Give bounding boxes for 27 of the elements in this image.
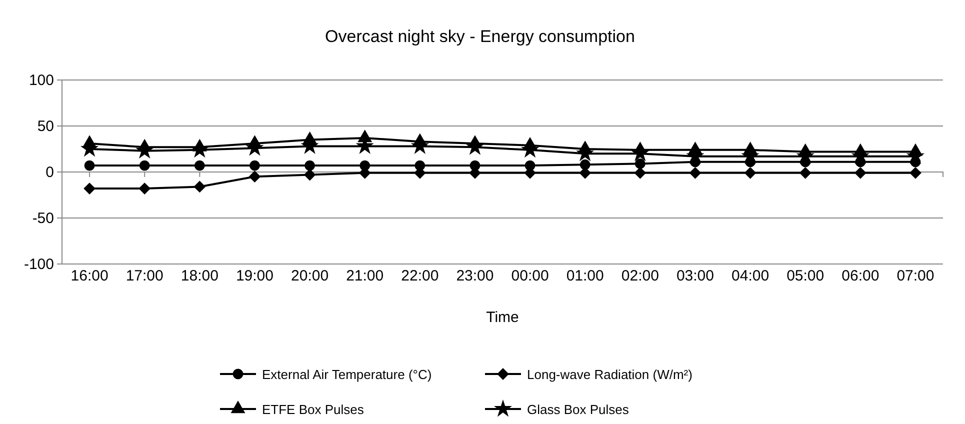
y-tick-label: 0 <box>46 164 54 181</box>
legend-label: Long-wave Radiation (W/m²) <box>527 367 692 382</box>
x-tick-label: 02:00 <box>621 268 659 284</box>
chart-title: Overcast night sky - Energy consumption <box>325 27 635 46</box>
legend-label: ETFE Box Pulses <box>262 402 364 417</box>
y-tick-label: 100 <box>28 72 54 89</box>
x-axis-title: Time <box>486 309 519 326</box>
y-tick-label: -50 <box>32 210 54 227</box>
x-tick-label: 22:00 <box>401 268 439 284</box>
x-tick-label: 21:00 <box>346 268 384 284</box>
x-tick-label: 04:00 <box>732 268 770 284</box>
y-tick-label: -100 <box>24 256 54 273</box>
y-tick-label: 50 <box>37 118 54 135</box>
x-tick-label: 20:00 <box>291 268 329 284</box>
x-tick-label: 05:00 <box>786 268 824 284</box>
x-tick-label: 00:00 <box>511 268 549 284</box>
x-tick-label: 16:00 <box>70 268 108 284</box>
legend-label: External Air Temperature (°C) <box>262 367 432 382</box>
x-tick-label: 06:00 <box>842 268 880 284</box>
x-tick-label: 17:00 <box>126 268 164 284</box>
x-tick-label: 19:00 <box>236 268 274 284</box>
x-tick-label: 23:00 <box>456 268 494 284</box>
legend-label: Glass Box Pulses <box>527 402 630 417</box>
x-tick-label: 07:00 <box>896 268 934 284</box>
x-tick-label: 03:00 <box>676 268 714 284</box>
x-tick-label: 18:00 <box>180 268 218 284</box>
x-tick-label: 01:00 <box>566 268 604 284</box>
